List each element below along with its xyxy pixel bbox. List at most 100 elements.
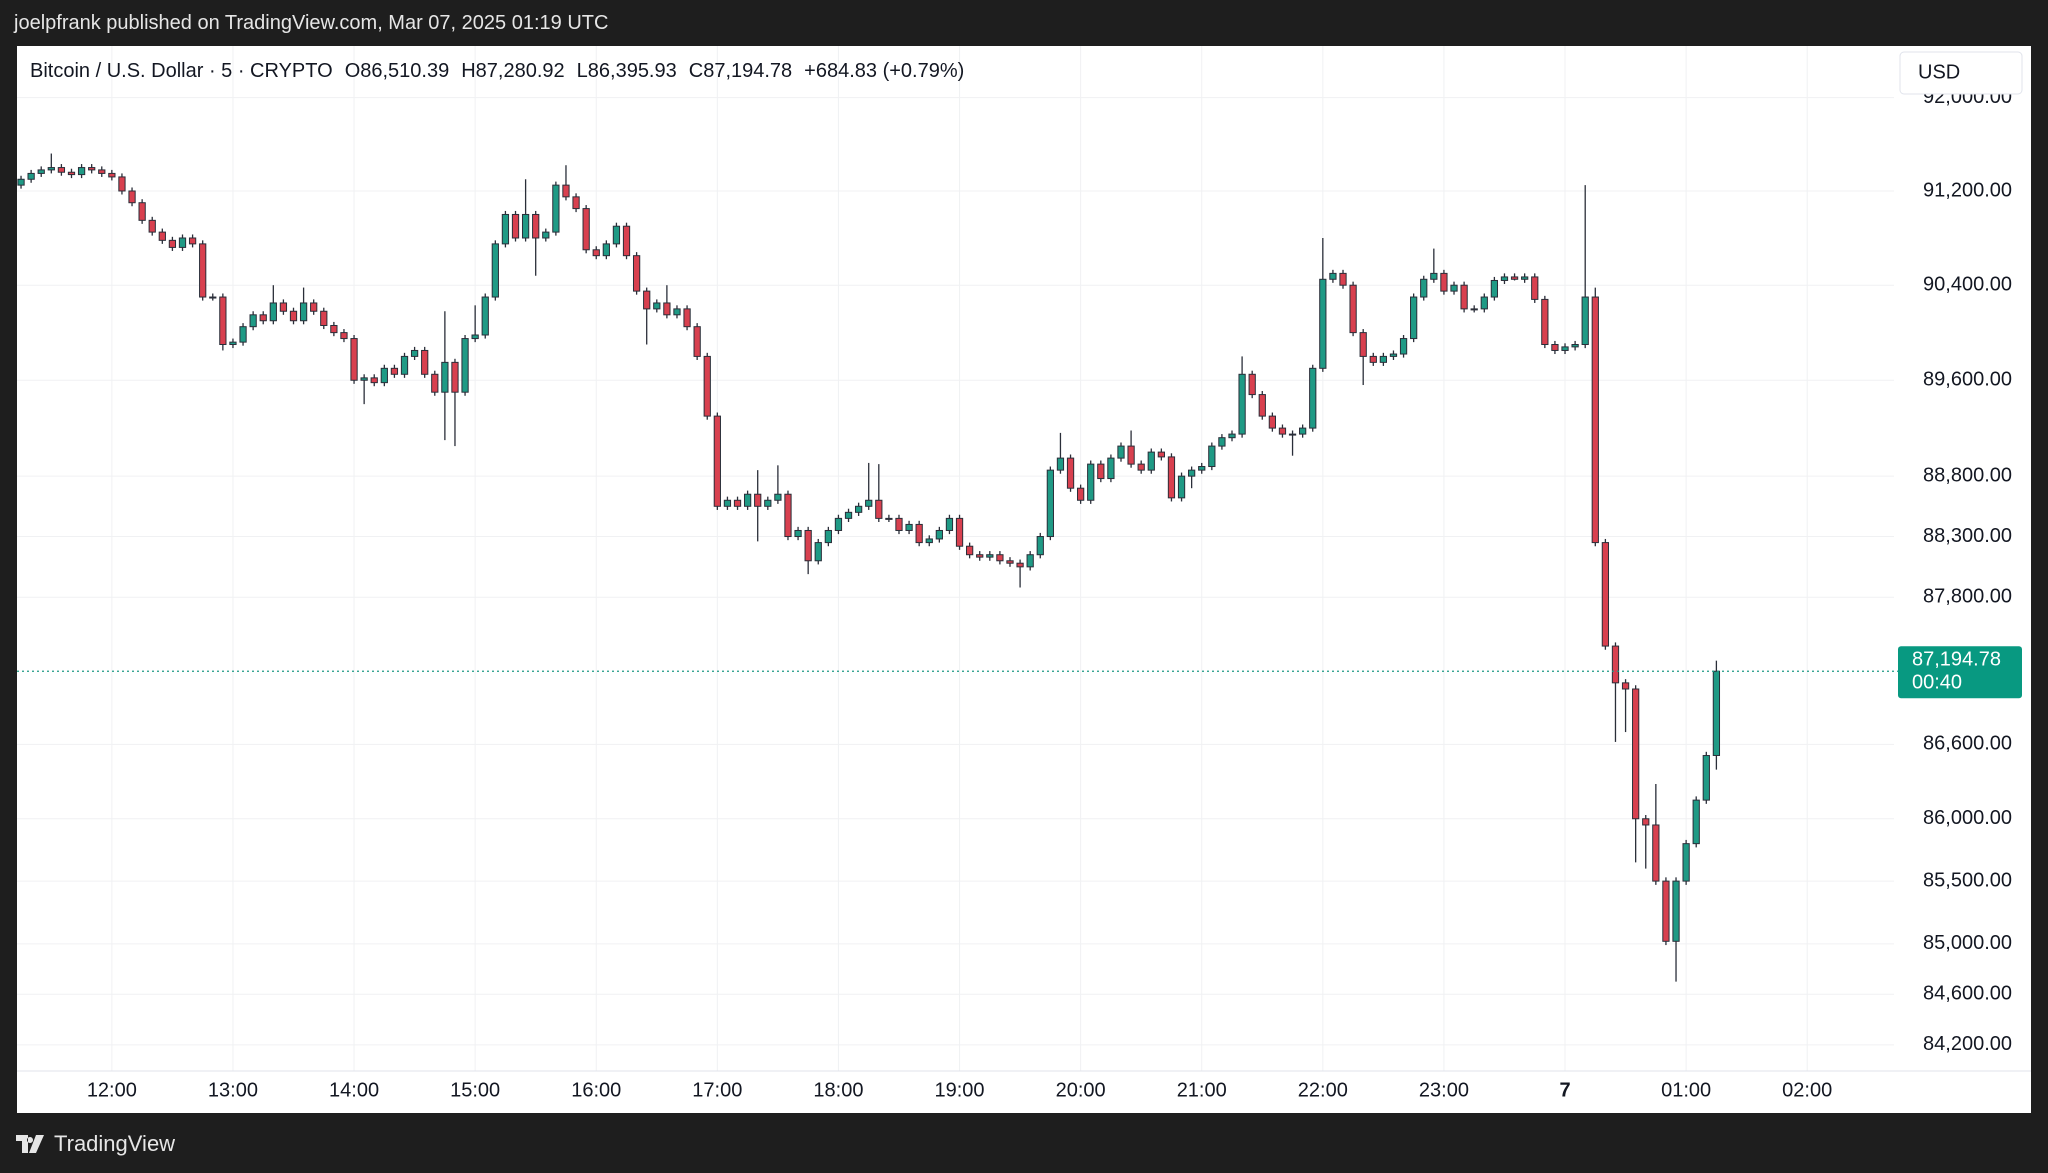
candle-body bbox=[1097, 463, 1105, 480]
candle-body bbox=[1470, 308, 1478, 311]
candle-body bbox=[1359, 332, 1367, 357]
candle-body bbox=[804, 529, 812, 562]
candle-body bbox=[774, 493, 782, 501]
legend-value: L86,395.93 bbox=[576, 60, 677, 82]
candle-body bbox=[1026, 554, 1034, 568]
publish-header: joelpfrank published on TradingView.com,… bbox=[14, 12, 609, 34]
candle-body bbox=[663, 302, 671, 316]
candle-body bbox=[1399, 338, 1408, 355]
candle-body bbox=[1601, 542, 1610, 647]
candle-body bbox=[1490, 279, 1499, 298]
candle-body bbox=[542, 231, 550, 239]
candle-body bbox=[57, 167, 66, 173]
x-tick-label: 02:00 bbox=[1782, 1079, 1832, 1101]
candle-body bbox=[259, 314, 267, 322]
candle-body bbox=[854, 505, 863, 513]
candle-body bbox=[1410, 296, 1418, 340]
candle-body bbox=[965, 545, 974, 556]
candle-body bbox=[229, 341, 237, 346]
candle-body bbox=[1198, 466, 1206, 471]
candle-body bbox=[199, 243, 207, 298]
candle-body bbox=[703, 355, 711, 417]
legend-value: O86,510.39 bbox=[344, 60, 450, 82]
price-label-box bbox=[1898, 646, 2022, 699]
candle-body bbox=[188, 237, 197, 245]
candle-body bbox=[511, 213, 520, 239]
candle-body bbox=[451, 361, 459, 393]
candle-body bbox=[1309, 367, 1317, 429]
candle-body bbox=[481, 296, 489, 336]
candle-body bbox=[88, 167, 96, 171]
candle-body bbox=[875, 499, 883, 519]
candle-body bbox=[622, 225, 631, 257]
candle-body bbox=[320, 310, 328, 326]
candle-body bbox=[1188, 469, 1196, 477]
candle-body bbox=[148, 219, 156, 233]
candle-body bbox=[400, 355, 409, 375]
candle-body bbox=[1288, 433, 1297, 436]
candle-body bbox=[27, 172, 35, 180]
candle-body bbox=[209, 296, 217, 299]
x-tick-label: 18:00 bbox=[813, 1079, 863, 1101]
candle-body bbox=[1581, 296, 1589, 346]
symbol-title[interactable]: Bitcoin / U.S. Dollar · 5 · CRYPTO bbox=[30, 60, 333, 82]
candle-body bbox=[219, 296, 227, 346]
candle-body bbox=[340, 332, 348, 340]
candle-body bbox=[794, 529, 802, 538]
candle-body bbox=[168, 239, 177, 248]
candle-body bbox=[683, 308, 691, 328]
candle-body bbox=[764, 499, 772, 507]
x-tick-label: 12:00 bbox=[87, 1079, 137, 1101]
candle-body bbox=[249, 314, 257, 328]
candle-body bbox=[410, 349, 419, 357]
x-tick-label: 19:00 bbox=[935, 1079, 985, 1101]
candle-body bbox=[955, 517, 964, 547]
x-tick-label: 14:00 bbox=[329, 1079, 379, 1101]
brand[interactable]: TradingView bbox=[54, 1131, 176, 1156]
x-tick-label: 01:00 bbox=[1661, 1079, 1711, 1101]
candle-body bbox=[1712, 670, 1721, 756]
candle-body bbox=[1460, 284, 1468, 310]
candle-body bbox=[733, 499, 742, 507]
candle-body bbox=[915, 523, 923, 544]
candle-body bbox=[1692, 799, 1700, 845]
candle-body bbox=[713, 415, 721, 507]
candle-body bbox=[1157, 451, 1165, 458]
candle-body bbox=[976, 554, 984, 558]
candle-body bbox=[1066, 457, 1075, 489]
candle-body bbox=[562, 184, 570, 198]
candle-body bbox=[643, 290, 651, 310]
candle-body bbox=[865, 499, 873, 507]
candle-body bbox=[1238, 373, 1246, 435]
candle-body bbox=[693, 326, 701, 357]
candle-body bbox=[1682, 843, 1690, 882]
y-tick-label: 86,000.00 bbox=[1923, 807, 2012, 829]
candle-body bbox=[1329, 272, 1337, 280]
candle-body bbox=[1379, 355, 1388, 363]
candle-body bbox=[1107, 457, 1115, 480]
candle-body bbox=[1117, 445, 1125, 459]
candle-body bbox=[128, 190, 136, 204]
candle-body bbox=[632, 255, 641, 292]
candle-body bbox=[431, 373, 439, 393]
x-tick-label: 20:00 bbox=[1056, 1079, 1106, 1101]
candle-body bbox=[1611, 645, 1620, 684]
candle-body bbox=[299, 302, 308, 322]
candle-body bbox=[98, 169, 106, 174]
candle-body bbox=[784, 493, 792, 538]
y-tick-label: 84,200.00 bbox=[1923, 1033, 2012, 1055]
candle-body bbox=[1551, 344, 1559, 351]
candle-body bbox=[471, 334, 479, 340]
candle-body bbox=[1299, 427, 1307, 435]
y-tick-label: 87,800.00 bbox=[1923, 586, 2012, 608]
candle-body bbox=[612, 225, 621, 245]
candle-body bbox=[1571, 344, 1579, 348]
candle-body bbox=[118, 176, 126, 192]
candle-body bbox=[1541, 298, 1549, 346]
currency: USD bbox=[1918, 61, 1960, 83]
candle-body bbox=[1561, 346, 1569, 351]
candle-body bbox=[521, 213, 530, 239]
candle-body bbox=[996, 554, 1004, 562]
